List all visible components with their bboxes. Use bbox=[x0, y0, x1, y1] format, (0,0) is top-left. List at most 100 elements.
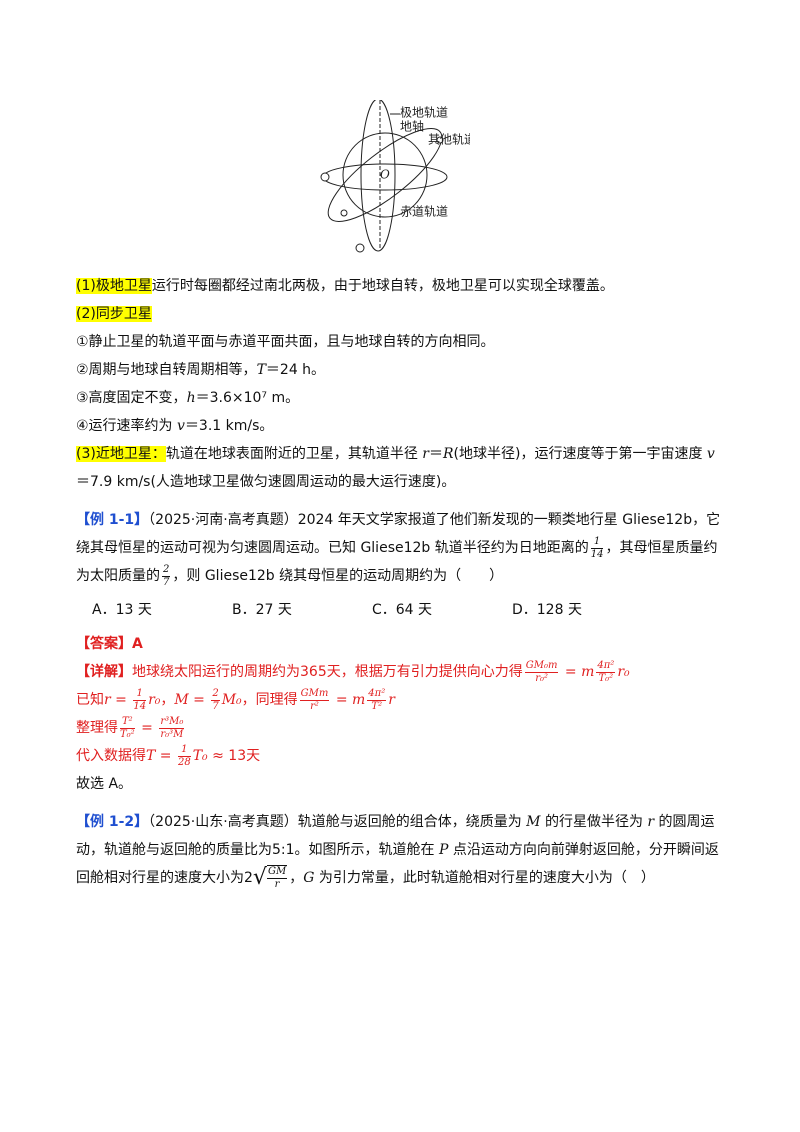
denominator: T² bbox=[371, 700, 383, 712]
orbit-figure: 极地轨道 地轴 其他轨道 O 赤道轨道 bbox=[320, 100, 470, 253]
fraction: r³M₀ r₀³M bbox=[159, 715, 185, 741]
figure-label: 地轴 bbox=[400, 119, 424, 134]
numerator: 1 bbox=[133, 688, 147, 701]
text: T bbox=[256, 362, 266, 378]
text: P bbox=[438, 842, 449, 858]
paragraph: (1)极地卫星运行时每圈都经过南北两极，由于地球自转，极地卫星可以实现全球覆盖。 bbox=[76, 272, 728, 300]
paragraph: 【例 1-2】（2025·山东·高考真题）轨道舱与返回舱的组合体，绕质量为 M … bbox=[76, 808, 728, 892]
denominator: 7 bbox=[163, 576, 170, 588]
text: ≈ 13天 bbox=[207, 748, 261, 764]
numerator: 4π² bbox=[596, 659, 616, 673]
numerator: T² bbox=[120, 715, 135, 729]
paragraph: ④运行速率约为 v＝3.1 km/s。 bbox=[76, 412, 728, 440]
text: r₀ bbox=[148, 692, 161, 708]
text: ①静止卫星的轨道平面与赤道平面共面，且与地球自转的方向相同。 bbox=[76, 334, 495, 350]
option: A．13 天 bbox=[92, 602, 152, 618]
denominator: r bbox=[274, 879, 280, 890]
paragraph: 整理得 T² T₀² = r³M₀ r₀³M bbox=[76, 714, 728, 742]
fraction: 1 28 bbox=[177, 744, 191, 769]
text: ＝24 h。 bbox=[265, 362, 326, 378]
text: 的圆周运动，轨道舱与返回舱的质量比为5:1。如图所示，轨道舱在 bbox=[76, 814, 715, 858]
text: 【例 1-1】 bbox=[76, 512, 149, 528]
text: (地球半径)，运行速度等于第一宇宙速度 bbox=[453, 446, 707, 462]
denominator: T₀² bbox=[120, 728, 135, 740]
text: r bbox=[422, 446, 429, 462]
numerator: 2 bbox=[211, 687, 220, 701]
text: ， bbox=[160, 692, 175, 708]
text: ＝3.6×10⁷ m。 bbox=[195, 390, 300, 406]
text: ②周期与地球自转周期相等， bbox=[76, 362, 257, 378]
text: ，其母恒星质量约为太阳质量的 bbox=[76, 540, 718, 584]
text: = m bbox=[331, 692, 366, 708]
numerator: GMm bbox=[299, 687, 330, 701]
text: v bbox=[177, 418, 185, 434]
text: ，同理得 bbox=[241, 692, 298, 708]
text: = bbox=[136, 720, 158, 736]
figure-label: O bbox=[380, 168, 390, 182]
text: ，则 Gliese12b 绕其母恒星的运动周期约为（ ） bbox=[172, 568, 504, 584]
text: T₀ bbox=[192, 748, 208, 764]
fraction: GMm r² bbox=[299, 687, 330, 713]
numerator: 2 bbox=[162, 563, 171, 577]
text: M bbox=[526, 814, 541, 830]
text: ＝ bbox=[429, 446, 443, 462]
text: h bbox=[186, 390, 196, 406]
highlight: (3)近地卫星： bbox=[76, 446, 166, 462]
text: 【例 1-2】 bbox=[76, 814, 149, 830]
text: r = bbox=[104, 692, 132, 708]
text: 轨道在地球表面附近的卫星，其轨道半径 bbox=[165, 446, 423, 462]
option: D．128 天 bbox=[512, 602, 582, 618]
fraction: 1 14 bbox=[590, 536, 604, 561]
paragraph: 代入数据得T = 1 28 T₀ ≈ 13天 bbox=[76, 742, 728, 770]
paragraph: 故选 A。 bbox=[76, 770, 728, 798]
document-body: (1)极地卫星运行时每圈都经过南北两极，由于地球自转，极地卫星可以实现全球覆盖。… bbox=[76, 272, 728, 892]
option: C．64 天 bbox=[372, 602, 433, 618]
text: r bbox=[647, 814, 655, 830]
figure-label: 赤道轨道 bbox=[400, 205, 448, 219]
numerator: 4π² bbox=[367, 687, 387, 701]
text: 【答案】A bbox=[76, 636, 143, 652]
text: T = bbox=[146, 748, 176, 764]
option: B．27 天 bbox=[232, 602, 292, 618]
text: ＝3.1 km/s。 bbox=[184, 418, 274, 434]
denominator: 14 bbox=[133, 700, 147, 712]
paragraph: 【例 1-1】（2025·河南·高考真题）2024 年天文学家报道了他们新发现的… bbox=[76, 506, 728, 590]
text: r bbox=[388, 692, 395, 708]
denominator: 28 bbox=[177, 756, 191, 768]
fraction: GM₀m r₀² bbox=[524, 659, 559, 685]
text: R bbox=[443, 446, 454, 462]
text: 为引力常量，此时轨道舱相对行星的速度大小为（ ） bbox=[314, 870, 655, 886]
paragraph: ③高度固定不变，h＝3.6×10⁷ m。 bbox=[76, 384, 728, 412]
paragraph: (3)近地卫星：轨道在地球表面附近的卫星，其轨道半径 r＝R(地球半径)，运行速… bbox=[76, 440, 728, 496]
text: ④运行速率约为 bbox=[76, 418, 178, 434]
fraction: GM r bbox=[266, 865, 288, 891]
numerator: GM₀m bbox=[524, 659, 559, 673]
text: 整理得 bbox=[76, 720, 118, 736]
text: （2025·河南·高考真题）2024 年天文学家报道了他们新发现的一颗类地行星 … bbox=[76, 512, 721, 556]
paragraph: (2)同步卫星 bbox=[76, 300, 728, 328]
text: 点沿运动方向向前弹射返回舱，分开瞬间返回舱相对行星的速度大小为2 bbox=[76, 842, 719, 886]
square-root: √ GM r bbox=[253, 864, 289, 892]
text: = m bbox=[560, 664, 595, 680]
denominator: r₀² bbox=[535, 672, 548, 684]
text: ， bbox=[289, 870, 304, 886]
options: A．13 天 B．27 天 C．64 天 D．128 天 bbox=[76, 596, 728, 624]
highlight: (1)极地卫星 bbox=[76, 278, 152, 294]
denominator: r² bbox=[310, 700, 319, 712]
denominator: r₀³M bbox=[160, 728, 184, 740]
text: v bbox=[706, 446, 715, 462]
numerator: r³M₀ bbox=[159, 715, 185, 729]
paragraph: 【答案】A bbox=[76, 630, 728, 658]
numerator: 1 bbox=[590, 536, 604, 549]
text: 故选 A。 bbox=[76, 776, 133, 792]
text: （2025·山东·高考真题）轨道舱与返回舱的组合体，绕质量为 bbox=[148, 814, 527, 830]
text: 已知 bbox=[76, 692, 104, 708]
radical: √ bbox=[252, 865, 267, 890]
text: 的行星做半径为 bbox=[540, 814, 648, 830]
text: M₀ bbox=[221, 692, 242, 708]
paragraph: 【详解】地球绕太阳运行的周期约为365天，根据万有引力提供向心力得 GM₀m r₀²… bbox=[76, 658, 728, 686]
figure-label: 极地轨道 bbox=[400, 106, 448, 120]
paragraph: ②周期与地球自转周期相等，T＝24 h。 bbox=[76, 356, 728, 384]
